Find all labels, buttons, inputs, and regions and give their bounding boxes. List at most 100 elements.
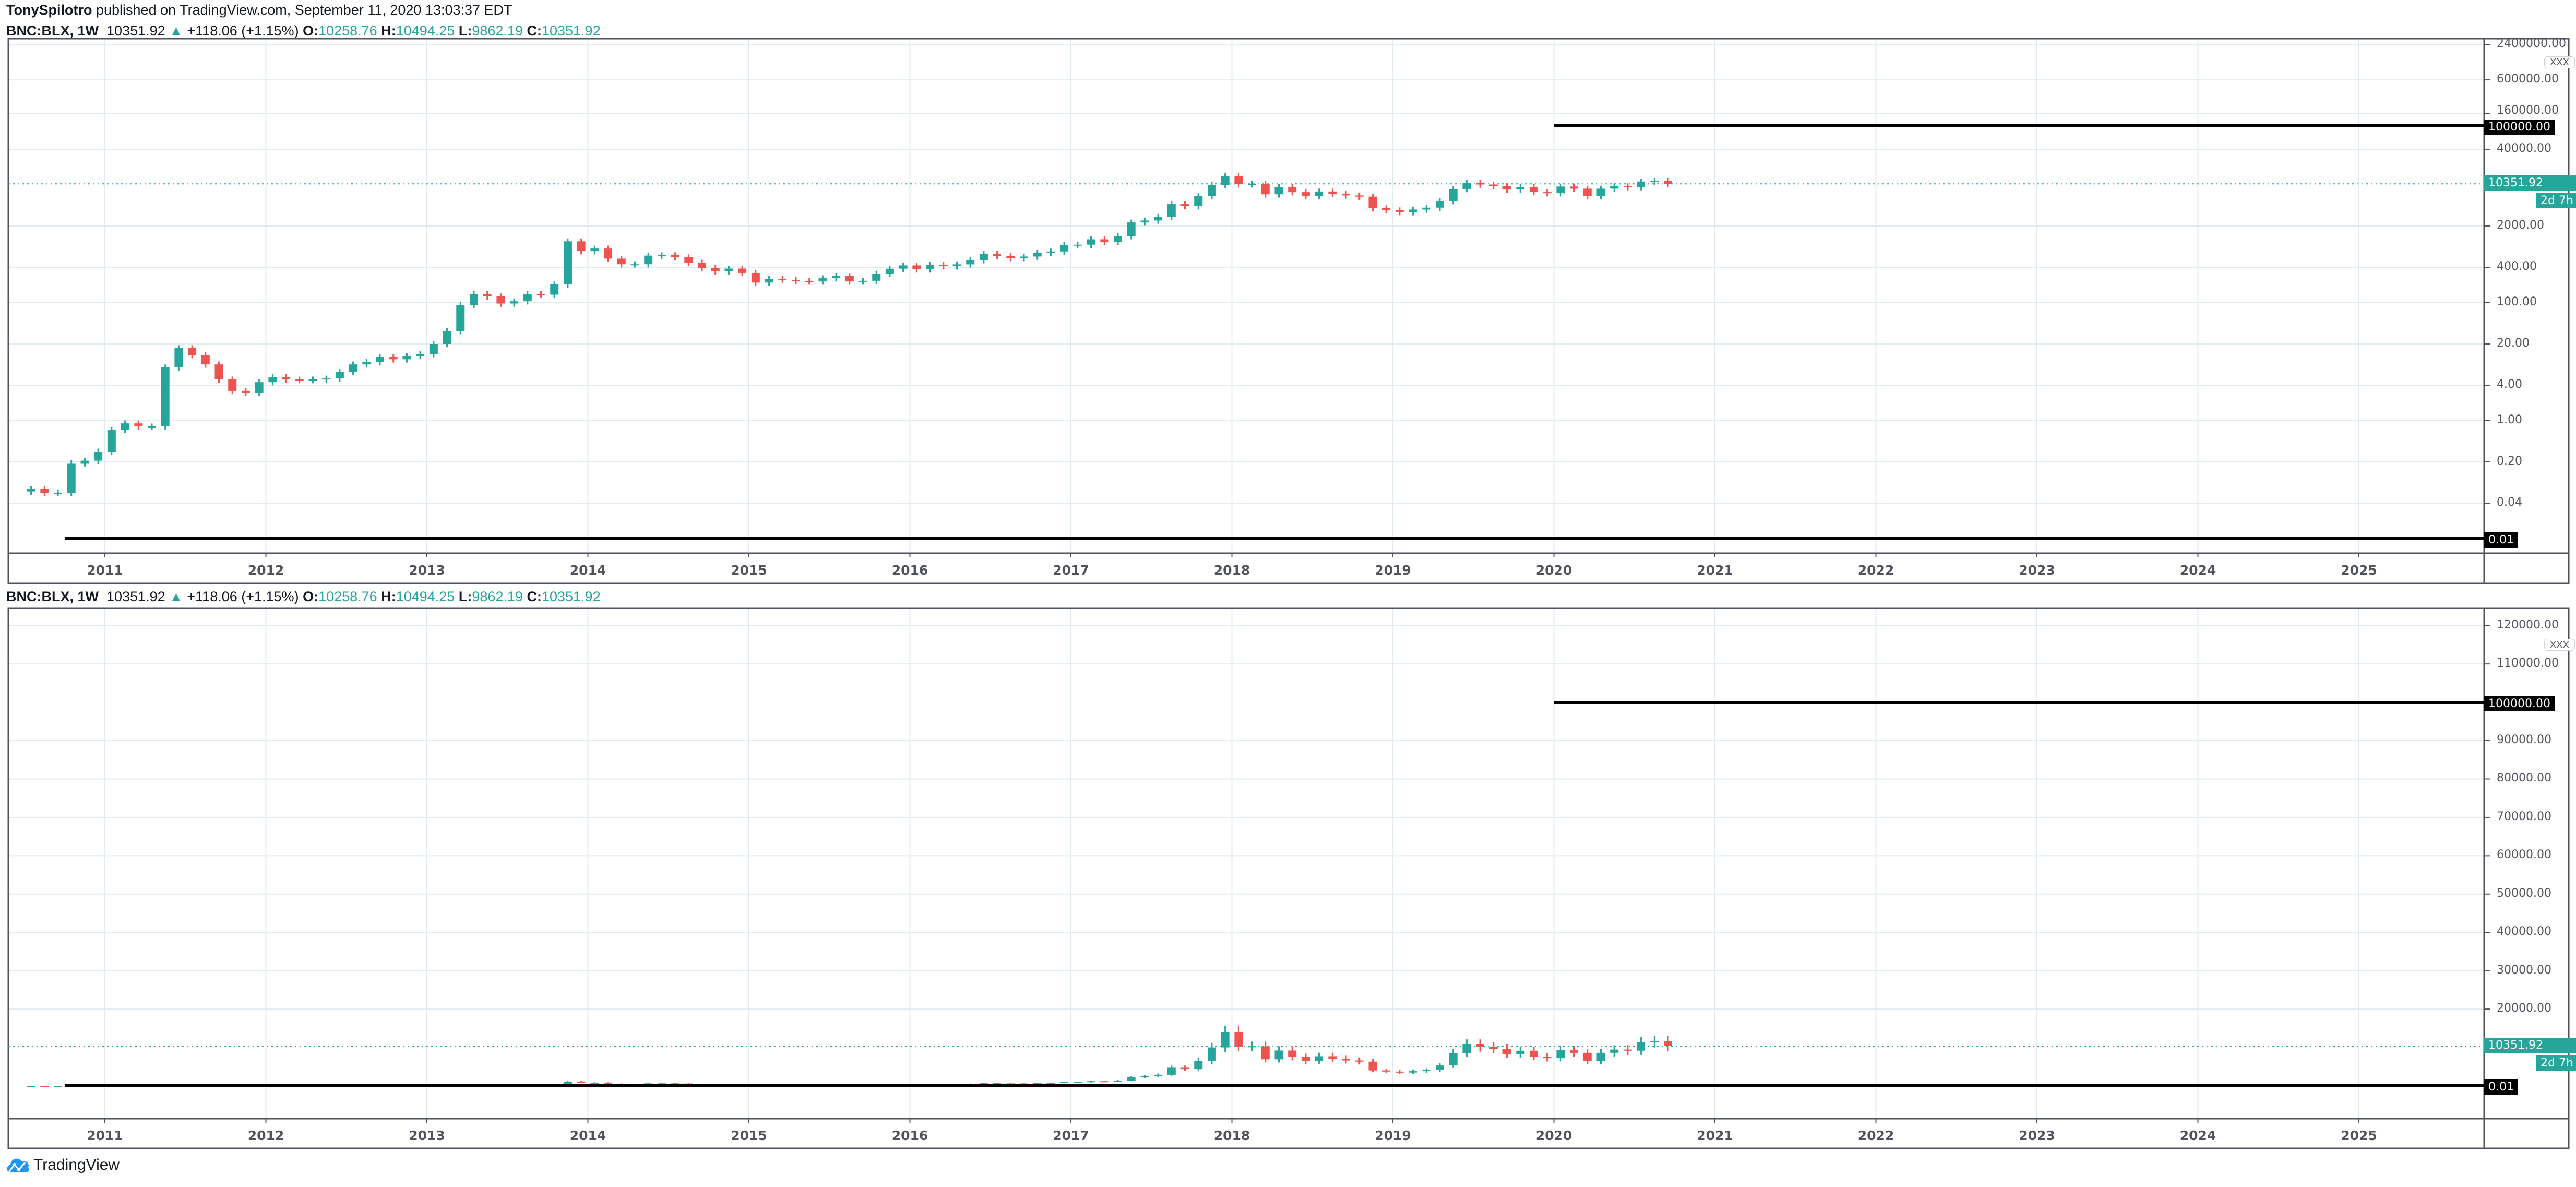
candle-body	[590, 1082, 599, 1084]
candle-body	[684, 1083, 693, 1085]
candle-body	[1087, 239, 1095, 245]
candle-body	[1462, 183, 1471, 189]
candle-body	[1489, 184, 1498, 186]
low-label: L:	[458, 23, 472, 39]
candle-body	[832, 276, 841, 279]
x-tick-label: 2022	[1857, 1128, 1894, 1143]
candle-body	[1570, 1050, 1579, 1053]
candle-body	[1543, 192, 1552, 194]
x-tick-label: 2020	[1535, 563, 1572, 578]
y-tick-label: 40000.00	[2497, 141, 2551, 155]
candle-body	[1248, 184, 1257, 185]
candle-body	[107, 430, 116, 452]
x-tick-label: 2017	[1053, 1128, 1089, 1143]
candle-body	[1449, 1053, 1458, 1066]
x-tick-label: 2013	[409, 563, 445, 578]
candle-body	[1261, 1046, 1270, 1060]
candle-body	[1167, 204, 1176, 217]
candle-body	[577, 1081, 586, 1083]
candle-body	[1328, 1056, 1337, 1059]
candle-body	[1355, 1060, 1364, 1062]
candle-body	[1288, 1050, 1297, 1057]
candle-body	[1180, 1067, 1189, 1070]
y-tick-label: 100.00	[2497, 295, 2537, 308]
candle-body	[577, 241, 586, 252]
logo-text: TradingView	[33, 1156, 120, 1173]
candle-body	[778, 279, 787, 280]
candle-body	[67, 463, 76, 493]
candle-body	[1006, 1083, 1015, 1085]
last-price: 10351.92	[106, 589, 165, 604]
y-tick-label: 120000.00	[2497, 618, 2559, 632]
candle-body	[1087, 1081, 1095, 1083]
candle-body	[389, 357, 398, 360]
candle-body	[1435, 1065, 1444, 1070]
price-scale-button[interactable]: XXX	[2544, 639, 2575, 651]
candle-body	[376, 357, 385, 362]
x-tick-label: 2023	[2019, 563, 2055, 578]
candle-body	[1234, 1032, 1243, 1047]
candle-body	[1207, 1047, 1216, 1061]
candle-body	[402, 356, 411, 360]
price-scale-button[interactable]: XXX	[2544, 56, 2575, 68]
x-tick-label: 2025	[2341, 563, 2377, 578]
high-value: 10494.25	[396, 589, 455, 604]
symbol-label: BNC:BLX, 1W	[6, 23, 99, 39]
open-value: 10258.76	[318, 589, 377, 604]
candle-body	[1288, 187, 1297, 193]
x-tick-label: 2019	[1375, 563, 1411, 578]
candle-body	[657, 255, 666, 256]
candle-body	[966, 260, 975, 265]
candle-body	[335, 372, 344, 379]
candle-body	[1637, 181, 1645, 187]
low-value: 9862.19	[472, 23, 523, 39]
candle-body	[1274, 1050, 1283, 1060]
y-tick-label: 4.00	[2497, 377, 2522, 391]
candle-body	[1194, 1061, 1203, 1070]
y-tick-label: 20.00	[2497, 336, 2530, 350]
x-tick-label: 2014	[569, 563, 606, 578]
x-tick-label: 2016	[891, 1128, 928, 1143]
tradingview-logo[interactable]: TradingView	[6, 1156, 120, 1174]
candle-body	[1355, 195, 1364, 197]
candle-body	[939, 265, 948, 267]
candle-body	[617, 258, 626, 265]
candle-body	[671, 1083, 679, 1085]
candle-body	[1435, 201, 1444, 208]
x-tick-label: 2022	[1857, 563, 1894, 578]
candle-body	[295, 379, 304, 381]
high-label: H:	[381, 589, 396, 604]
y-tick-label: 400.00	[2497, 259, 2537, 273]
candle-body	[1301, 192, 1310, 196]
bar-countdown-tag: 2d 7h	[2536, 1055, 2576, 1071]
x-tick-label: 2018	[1213, 1128, 1250, 1143]
candle-body	[1167, 1067, 1176, 1075]
horizontal-line-price-tag: 100000.00	[2484, 696, 2555, 711]
candle-body	[1140, 220, 1149, 223]
candle-body	[1180, 204, 1189, 206]
candle-body	[1046, 1083, 1055, 1084]
horizontal-line-price-tag: 100000.00	[2484, 120, 2555, 135]
y-tick-label: 60000.00	[2497, 848, 2551, 862]
candle-body	[926, 265, 935, 270]
open-label: O:	[303, 23, 319, 39]
candle-body	[818, 278, 827, 282]
candle-body	[1221, 1032, 1230, 1048]
candle-body	[1073, 244, 1082, 246]
candle-body	[1489, 1047, 1498, 1049]
candle-body	[523, 294, 532, 302]
x-tick-label: 2012	[247, 1128, 284, 1143]
author-name[interactable]: TonySpilotro	[6, 2, 92, 18]
candle-body	[1368, 196, 1377, 208]
candle-body	[1610, 1049, 1619, 1053]
candle-body	[1583, 1052, 1592, 1061]
bar-countdown-tag: 2d 7h	[2536, 193, 2576, 209]
candle-body	[1261, 184, 1270, 195]
candle-body	[845, 276, 854, 282]
candle-body	[1020, 256, 1029, 258]
candle-body	[54, 1085, 63, 1087]
candle-body	[308, 379, 317, 381]
last-price: 10351.92	[106, 23, 165, 39]
candle-body	[858, 280, 867, 282]
